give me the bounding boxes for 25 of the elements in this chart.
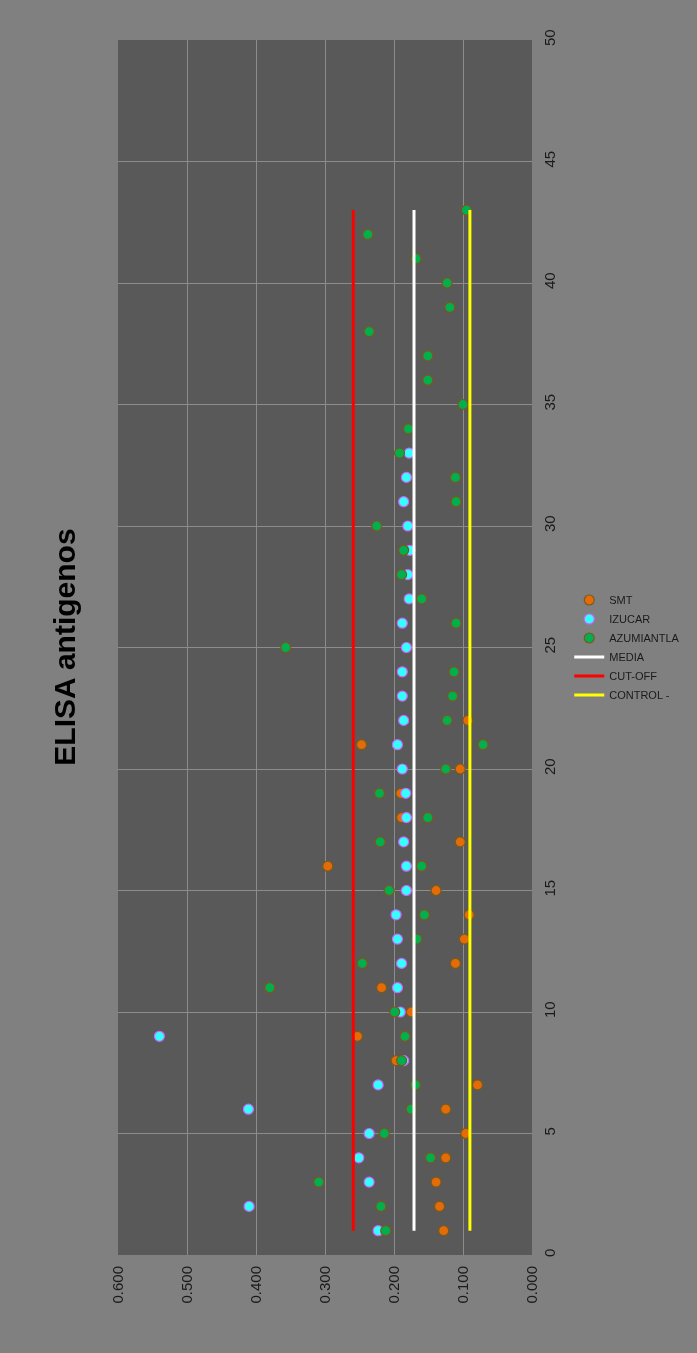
y-tick-label: 50 xyxy=(541,29,558,47)
legend-label: CONTROL - xyxy=(609,689,670,702)
y-tick-label: 45 xyxy=(541,150,558,168)
y-tick-label: 0 xyxy=(541,1248,558,1257)
x-tick-label: 0.000 xyxy=(522,1266,540,1304)
x-tick-label: 0.600 xyxy=(108,1266,126,1304)
x-tick-label: 0.400 xyxy=(246,1266,264,1304)
x-tick-label: 0.500 xyxy=(177,1266,195,1304)
x-tick-label: 0.100 xyxy=(453,1266,471,1304)
y-tick-label: 20 xyxy=(541,758,558,776)
y-tick-label: 40 xyxy=(541,272,558,290)
y-tick-label: 25 xyxy=(541,636,558,654)
legend-label: AZUMIANTLA xyxy=(609,632,680,645)
x-tick-label: 0.300 xyxy=(315,1266,333,1304)
legend-label: IZUCAR xyxy=(609,613,651,626)
legend-label: CUT-OFF xyxy=(609,670,658,683)
y-tick-label: 10 xyxy=(541,1001,558,1019)
legend-label: SMT xyxy=(609,594,633,607)
y-tick-label: 35 xyxy=(541,393,558,411)
legend-label: MEDIA xyxy=(609,651,645,664)
text: ELISA antigenos xyxy=(47,528,81,766)
x-tick-label: 0.200 xyxy=(384,1266,402,1304)
y-tick-label: 15 xyxy=(541,879,558,897)
y-tick-label: 30 xyxy=(541,515,558,533)
y-tick-label: 5 xyxy=(541,1127,558,1136)
